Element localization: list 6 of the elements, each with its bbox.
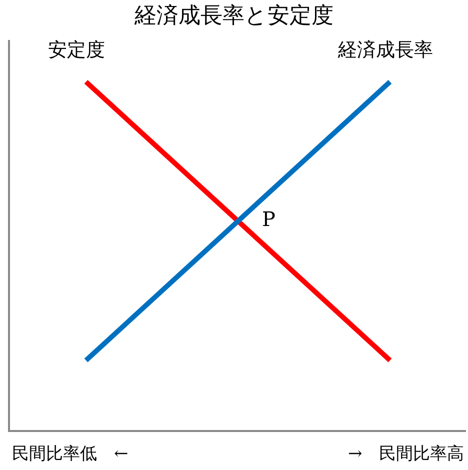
text: 民間比率低 ←: [12, 444, 128, 464]
series-label: 安定度: [48, 39, 105, 61]
chart-title: 経済成長率と安定度: [134, 3, 334, 28]
annotation: P: [262, 207, 276, 231]
series-label: 経済成長率: [337, 39, 433, 61]
text: → 民間比率高: [348, 444, 464, 464]
